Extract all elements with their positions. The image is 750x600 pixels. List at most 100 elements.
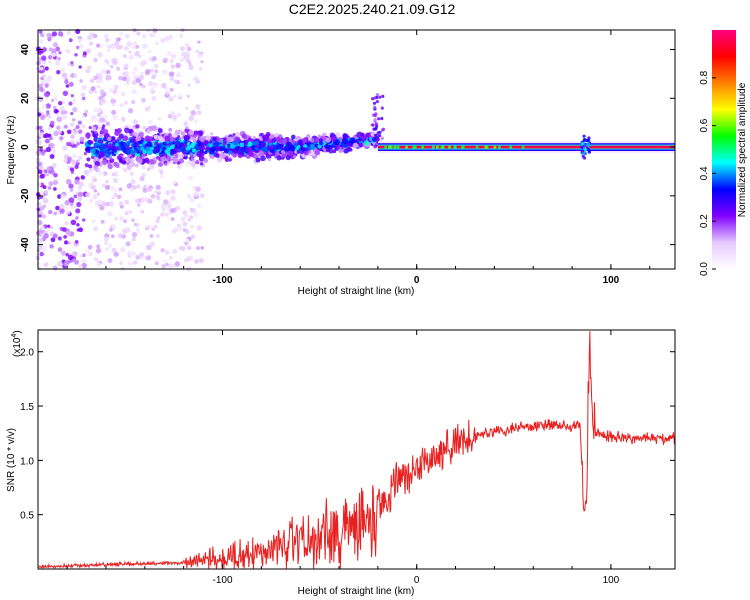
signal-cell [201,146,205,150]
noise-cell [96,244,101,249]
signal-cell [88,164,93,169]
noise-cell [46,110,50,114]
noise-cell [80,92,86,98]
signal-cell [197,142,203,147]
noise-cell [180,52,184,57]
noise-cell [77,196,83,202]
signal-cell [132,149,137,154]
noise-cell [92,33,98,39]
signal-cell [329,132,335,138]
y-tick-label: 0.5 [20,511,34,522]
signal-cell [343,148,349,154]
signal-cell [374,133,378,137]
noise-cell [49,154,55,159]
signal-cell [258,150,265,157]
noise-cell [144,69,151,75]
signal-cell [260,141,266,147]
noise-cell [128,183,132,187]
noise-cell [170,195,176,201]
carrier-fleck [387,145,391,149]
signal-cell [141,153,146,158]
signal-cell [247,150,254,157]
noise-cell [195,79,201,84]
noise-cell [61,227,67,232]
snr-frame [37,329,676,570]
noise-cell [69,202,74,207]
noise-cell [163,199,169,205]
noise-cell [49,120,55,126]
x-tick-label: 0 [414,575,420,586]
noise-cell [124,211,129,216]
spike-cell [582,134,586,138]
noise-cell [55,46,61,52]
noise-cell [106,44,111,49]
noise-cell [150,193,156,199]
noise-cell [87,251,93,257]
noise-cell [77,191,84,198]
signal-cell [88,126,92,130]
signal-cell [297,139,303,146]
signal-cell [358,142,363,147]
noise-cell [171,53,176,59]
noise-cell [160,212,165,217]
signal-cell [126,140,131,145]
noise-cell [188,115,194,122]
noise-cell [81,96,86,101]
signal-cell [319,141,324,146]
signal-cell [204,150,208,155]
noise-cell [82,253,86,258]
y-tick-label: 1.0 [20,456,34,467]
noise-cell [180,216,186,222]
noise-cell [44,66,49,71]
noise-cell [39,39,44,44]
signal-cell [314,143,318,147]
noise-cell [121,76,127,82]
noise-cell [59,208,65,214]
signal-cell [193,134,198,138]
noise-cell [84,109,89,114]
noise-cell [42,185,47,190]
signal-cell [199,161,204,166]
noise-cell [154,64,159,69]
noise-cell [65,252,70,257]
noise-cell [183,55,188,60]
signal-cell [94,130,98,134]
noise-cell [77,155,83,160]
noise-cell [66,210,71,215]
carrier-fleck [453,145,457,149]
noise-cell [119,31,124,37]
noise-cell [53,108,59,114]
noise-cell [56,116,63,123]
noise-cell [151,56,157,62]
noise-cell [49,142,55,149]
noise-cell [66,129,72,135]
noise-cell [169,76,175,82]
noise-cell [47,186,52,190]
signal-cell [91,126,96,132]
noise-cell [151,227,156,231]
noise-cell [154,69,159,74]
noise-cell [131,231,138,238]
noise-cell [131,99,136,105]
noise-cell [99,44,104,49]
y-tick-label: 2.0 [20,348,34,359]
noise-cell [38,87,44,92]
spectrogram-y-ticks: -40 -20 0 20 40 [20,44,675,252]
signal-cell [136,143,140,148]
noise-cell [50,98,55,103]
noise-cell [187,160,193,165]
signal-cell [185,149,189,153]
noise-cell [183,121,189,127]
signal-cell [154,141,159,146]
signal-cell [195,160,200,165]
snr-x-label: Height of straight line (km) [298,586,415,597]
noise-cell [194,119,198,124]
noise-cell [134,198,140,203]
noise-cell [85,192,91,198]
noise-cell [85,248,90,253]
noise-cell [62,145,68,151]
signal-cell [252,135,256,140]
signal-cell [180,137,185,141]
noise-cell [124,199,130,205]
noise-cell [97,199,103,206]
